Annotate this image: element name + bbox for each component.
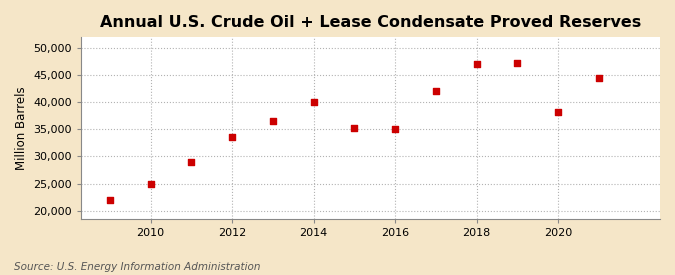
Point: [227, 135, 238, 140]
Point: [105, 198, 115, 202]
Point: [308, 100, 319, 104]
Point: [267, 119, 278, 123]
Y-axis label: Million Barrels: Million Barrels: [15, 86, 28, 170]
Title: Annual U.S. Crude Oil + Lease Condensate Proved Reserves: Annual U.S. Crude Oil + Lease Condensate…: [100, 15, 641, 30]
Point: [512, 60, 522, 65]
Point: [471, 62, 482, 66]
Point: [593, 75, 604, 80]
Point: [553, 110, 564, 114]
Point: [145, 182, 156, 186]
Point: [431, 89, 441, 93]
Text: Source: U.S. Energy Information Administration: Source: U.S. Energy Information Administ…: [14, 262, 260, 272]
Point: [349, 126, 360, 130]
Point: [186, 160, 196, 164]
Point: [389, 126, 400, 131]
